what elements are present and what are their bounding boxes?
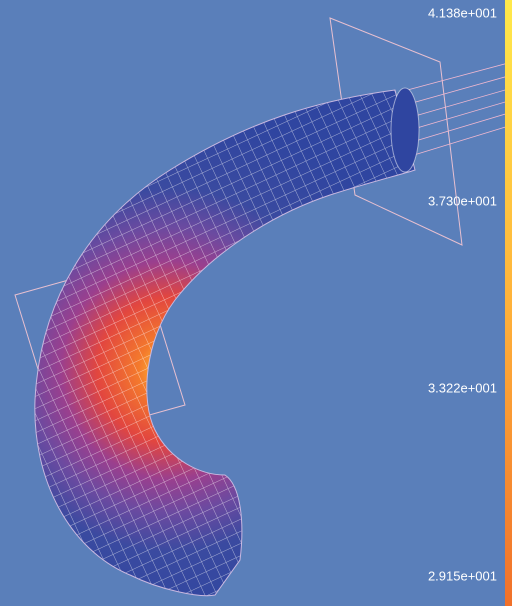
legend-label: 2.915e+001 [428,568,497,583]
streamlines [399,61,512,156]
legend-label: 4.138e+001 [428,5,497,20]
pipe-outlet [390,87,420,173]
legend-label: 3.730e+001 [428,193,497,208]
legend-label: 3.322e+001 [428,380,497,395]
color-bar [505,0,512,606]
